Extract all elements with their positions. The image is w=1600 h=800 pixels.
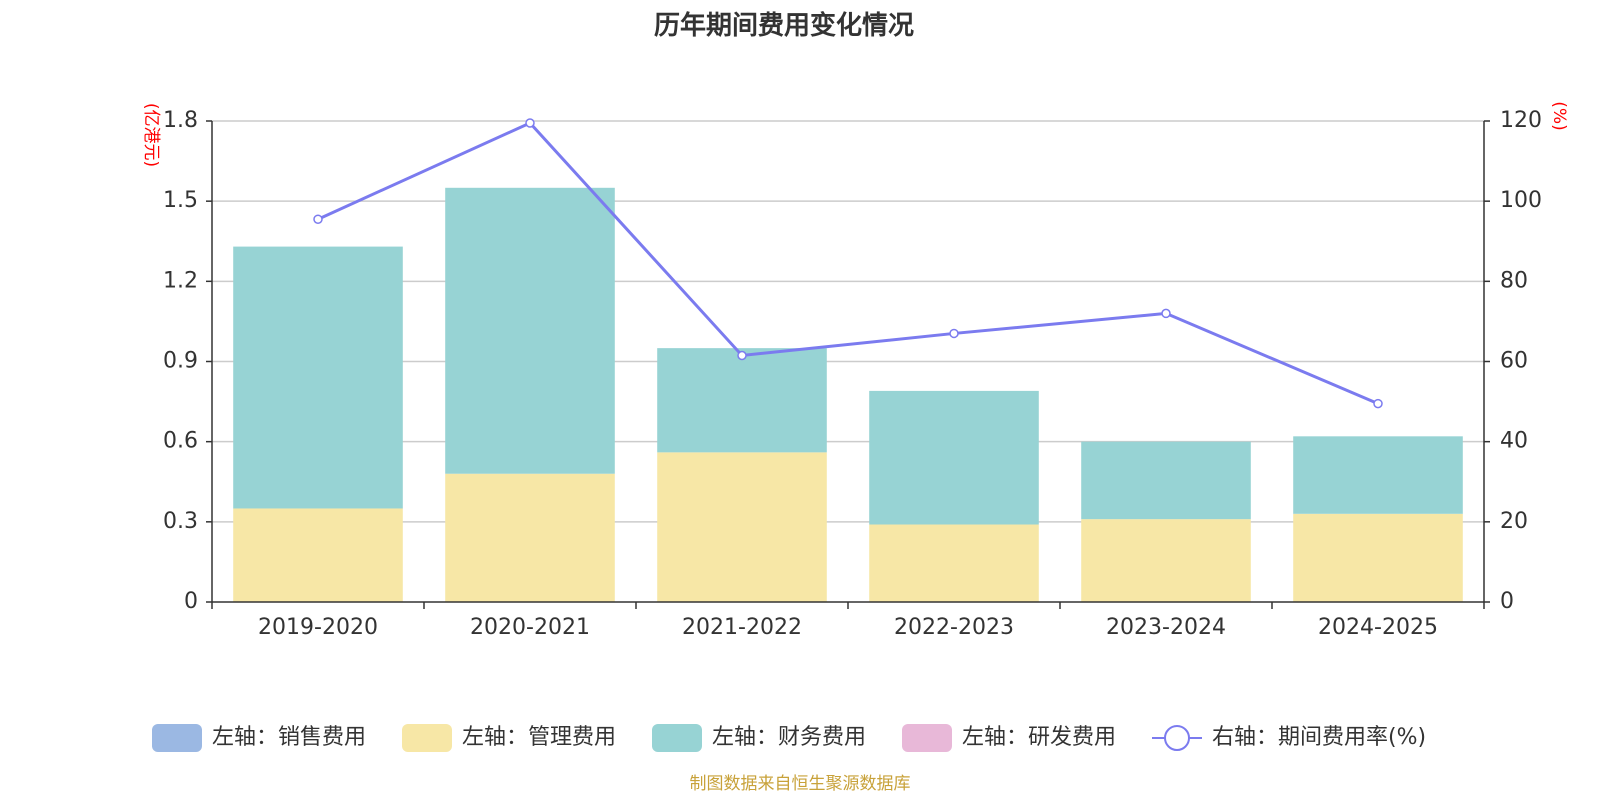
legend-label: 右轴：期间费用率(%) xyxy=(1212,725,1426,750)
legend-label: 左轴：财务费用 xyxy=(712,725,866,750)
grid xyxy=(212,120,1484,523)
rate-point xyxy=(1161,308,1171,319)
axes: 0 0 0.3 20 0.6 40 0.9 60 1.2 80 1.5 100 1.8 120 2019-2… xyxy=(163,108,1542,640)
bar xyxy=(657,452,827,602)
bar xyxy=(1293,513,1463,602)
legend: 左轴：销售费用 左轴：管理费用 左轴：财务费用 左轴：研发费用 右轴：期间费用率(%) xyxy=(152,724,1426,752)
bar xyxy=(657,348,827,453)
x-tick-label: 2021-2022 xyxy=(682,615,802,640)
right-tick-label: 20 xyxy=(1500,509,1528,534)
right-tick-label: 120 xyxy=(1500,108,1542,133)
left-tick-label: 0.6 xyxy=(163,429,198,454)
right-axis-unit: (%) xyxy=(1549,101,1569,130)
left-axis-unit: (亿港元) xyxy=(141,103,161,167)
bar xyxy=(1293,436,1463,514)
bar xyxy=(869,524,1039,602)
legend-label: 左轴：管理费用 xyxy=(462,725,616,750)
left-tick-label: 1.2 xyxy=(163,268,198,293)
right-tick-label: 60 xyxy=(1500,349,1528,374)
rate-point xyxy=(737,350,747,361)
rate-point xyxy=(1373,398,1383,409)
bars xyxy=(233,187,1463,602)
x-tick-label: 2023-2024 xyxy=(1106,615,1226,640)
x-tick-label: 2020-2021 xyxy=(470,615,590,640)
right-tick-label: 80 xyxy=(1500,268,1528,293)
bar xyxy=(445,187,615,474)
left-tick-label: 0.3 xyxy=(163,509,198,534)
chart-title: 历年期间费用变化情况 xyxy=(654,10,914,41)
left-tick-label: 1.5 xyxy=(163,188,198,213)
left-tick-label: 1.8 xyxy=(163,108,198,133)
right-tick-label: 100 xyxy=(1500,188,1542,213)
x-tick-label: 2022-2023 xyxy=(894,615,1014,640)
left-tick-label: 0 xyxy=(184,589,198,614)
legend-label: 左轴：研发费用 xyxy=(962,725,1116,750)
x-tick-label: 2019-2020 xyxy=(258,615,378,640)
bar xyxy=(1081,441,1251,520)
x-tick-label: 2024-2025 xyxy=(1318,615,1438,640)
rate-line-path xyxy=(317,121,1379,405)
bar xyxy=(233,246,403,509)
bar xyxy=(1081,519,1251,602)
legend-label: 左轴：销售费用 xyxy=(212,725,366,750)
left-tick-label: 0.9 xyxy=(163,349,198,374)
right-tick-label: 40 xyxy=(1500,429,1528,454)
legend-swatch xyxy=(902,724,952,752)
bar xyxy=(233,508,403,602)
rate-point xyxy=(525,118,535,128)
rate-point xyxy=(949,328,959,339)
right-tick-label: 0 xyxy=(1500,589,1514,614)
legend-marker xyxy=(1164,725,1190,751)
rate-line xyxy=(313,118,1383,409)
source-note: 制图数据来自恒生聚源数据库 xyxy=(690,774,911,794)
rate-point xyxy=(313,214,323,224)
legend-swatch xyxy=(152,724,202,752)
bar xyxy=(869,390,1039,525)
bar xyxy=(445,473,615,602)
legend-swatch xyxy=(402,724,452,752)
legend-swatch xyxy=(652,724,702,752)
